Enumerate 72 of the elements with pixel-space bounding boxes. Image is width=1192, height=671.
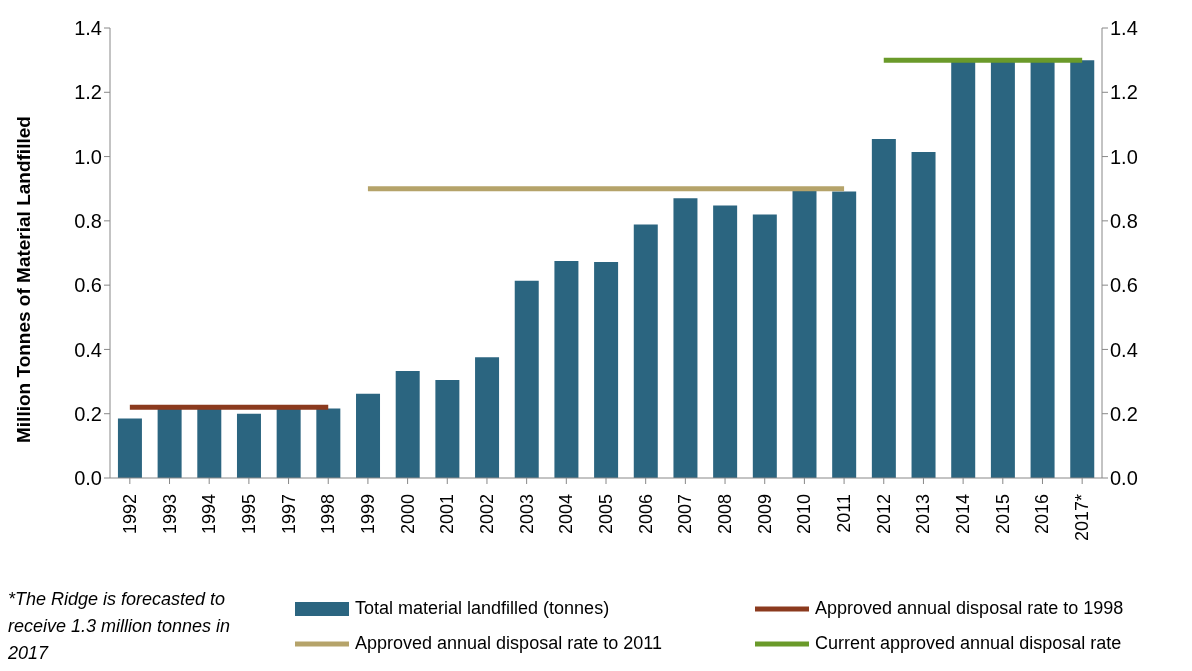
- y-axis-title: Million Tonnes of Material Landfilled: [12, 116, 34, 443]
- bar: [713, 205, 738, 478]
- x-tick-label: 2003: [516, 494, 537, 535]
- x-tick-label: 2004: [556, 494, 577, 535]
- y-tick-label: 1.4: [74, 17, 102, 40]
- y2-tick-label: 0.2: [1110, 402, 1138, 425]
- x-tick-label: 2013: [913, 494, 934, 535]
- y-tick-label: 0.2: [74, 402, 102, 425]
- x-tick-label: 2010: [794, 494, 815, 535]
- bar: [554, 261, 579, 478]
- x-tick-label: 1993: [159, 494, 180, 535]
- x-tick-label: 1992: [119, 494, 140, 535]
- x-tick-label: 1997: [278, 494, 299, 535]
- x-tick-label: 2007: [675, 494, 696, 535]
- x-tick-label: 1995: [238, 494, 259, 535]
- bar: [276, 408, 301, 478]
- bar: [951, 60, 976, 478]
- bar: [990, 60, 1015, 478]
- bar: [594, 262, 619, 478]
- x-tick-label: 1999: [357, 494, 378, 535]
- bar: [792, 188, 817, 478]
- x-tick-label: 2001: [437, 494, 458, 535]
- bar: [1070, 60, 1095, 478]
- legend-label: Approved annual disposal rate to 1998: [815, 598, 1124, 619]
- text: *The Ridge is forecasted to receive 1.3 million tonnes in 2017: [8, 588, 232, 665]
- bar: [157, 408, 182, 478]
- y2-tick-label: 1.4: [1110, 17, 1138, 40]
- bar: [673, 198, 698, 478]
- x-tick-label: 2008: [715, 494, 736, 535]
- bar: [633, 224, 658, 478]
- y2-tick-label: 1.0: [1110, 145, 1138, 168]
- bar: [752, 214, 777, 478]
- x-tick-label: 2006: [635, 494, 656, 535]
- x-tick-label: 2012: [873, 494, 894, 535]
- y-tick-label: 1.2: [74, 81, 102, 104]
- bar: [911, 152, 936, 478]
- y2-tick-label: 1.2: [1110, 81, 1138, 104]
- y-tick-label: 1.0: [74, 145, 102, 168]
- x-tick-label: 2009: [754, 494, 775, 535]
- bar: [316, 408, 341, 478]
- bar: [871, 138, 896, 478]
- legend-label: Approved annual disposal rate to 2011: [355, 633, 662, 654]
- x-tick-label: 2014: [953, 494, 974, 535]
- bar: [356, 393, 381, 478]
- bar: [514, 280, 539, 478]
- bar: [475, 357, 500, 478]
- y-tick-label: 0.4: [74, 338, 102, 361]
- bar: [832, 191, 857, 478]
- x-tick-label: 2011: [834, 494, 855, 533]
- x-tick-label: 2015: [992, 494, 1013, 535]
- x-tick-label: 2017*: [1072, 494, 1093, 542]
- x-tick-label: 2005: [596, 494, 616, 535]
- y-tick-label: 0.0: [74, 467, 102, 490]
- legend-label: Total material landfilled (tonnes): [355, 598, 610, 619]
- y2-tick-label: 0.4: [1110, 338, 1138, 361]
- x-tick-label: 2002: [476, 494, 497, 535]
- x-tick-label: 1998: [318, 494, 339, 535]
- legend-label: Current approved annual disposal rate: [815, 633, 1122, 654]
- bar: [236, 413, 261, 478]
- bar: [117, 418, 142, 478]
- bar: [435, 379, 460, 478]
- y2-tick-label: 0.6: [1110, 274, 1138, 297]
- y2-tick-label: 0.0: [1110, 467, 1138, 490]
- y-tick-label: 0.6: [74, 274, 102, 297]
- bar: [1030, 60, 1055, 478]
- x-tick-label: 1994: [199, 494, 220, 535]
- y2-tick-label: 0.8: [1110, 209, 1138, 232]
- y-tick-label: 0.8: [74, 209, 102, 232]
- bar: [395, 370, 420, 478]
- bar: [197, 408, 222, 478]
- x-tick-label: 2000: [397, 494, 418, 535]
- x-tick-label: 2016: [1032, 494, 1053, 535]
